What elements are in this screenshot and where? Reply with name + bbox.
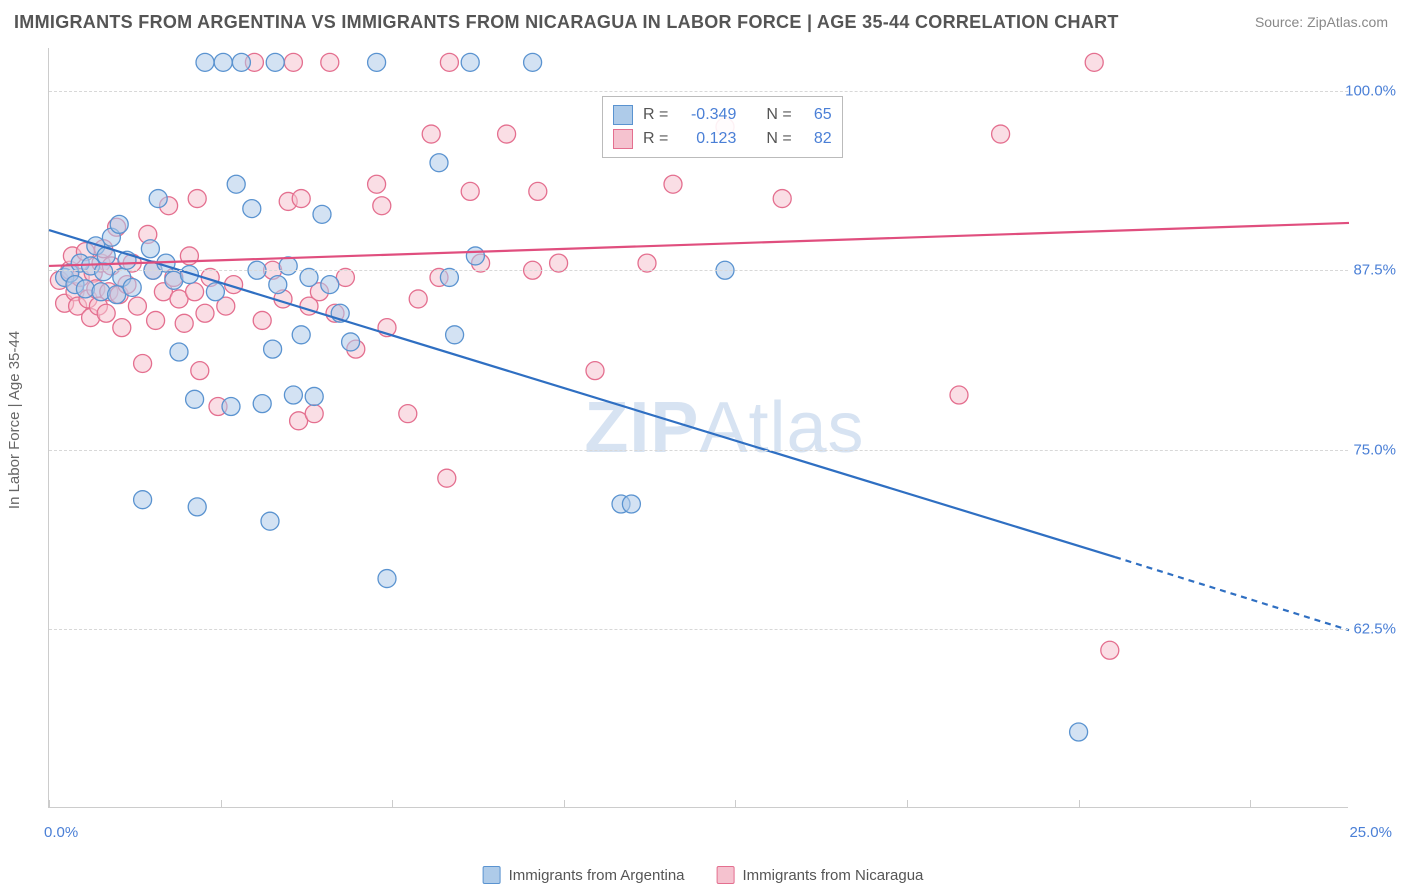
y-tick-label: 75.0% — [1353, 441, 1396, 458]
x-tick-left: 0.0% — [44, 824, 78, 841]
legend-label-argentina: Immigrants from Argentina — [509, 867, 685, 884]
legend-label-nicaragua: Immigrants from Nicaragua — [743, 867, 924, 884]
legend: Immigrants from Argentina Immigrants fro… — [483, 866, 924, 884]
chart-title: IMMIGRANTS FROM ARGENTINA VS IMMIGRANTS … — [14, 12, 1119, 33]
legend-item-argentina: Immigrants from Argentina — [483, 866, 685, 884]
y-tick-label: 87.5% — [1353, 262, 1396, 279]
y-tick-label: 62.5% — [1353, 620, 1396, 637]
legend-swatch-argentina — [483, 866, 501, 884]
scatter-plot — [49, 48, 1348, 807]
chart-area: ZIPAtlas R =-0.349N =65R =0.123N =82 — [48, 48, 1348, 808]
corr-row: R =-0.349N =65 — [613, 103, 832, 127]
x-tick-right: 25.0% — [1349, 824, 1392, 841]
corr-row: R =0.123N =82 — [613, 127, 832, 151]
legend-item-nicaragua: Immigrants from Nicaragua — [717, 866, 924, 884]
source-label: Source: ZipAtlas.com — [1255, 14, 1388, 30]
correlation-box: R =-0.349N =65R =0.123N =82 — [602, 96, 843, 158]
legend-swatch-nicaragua — [717, 866, 735, 884]
y-axis-label: In Labor Force | Age 35-44 — [6, 331, 23, 509]
y-tick-label: 100.0% — [1345, 83, 1396, 100]
